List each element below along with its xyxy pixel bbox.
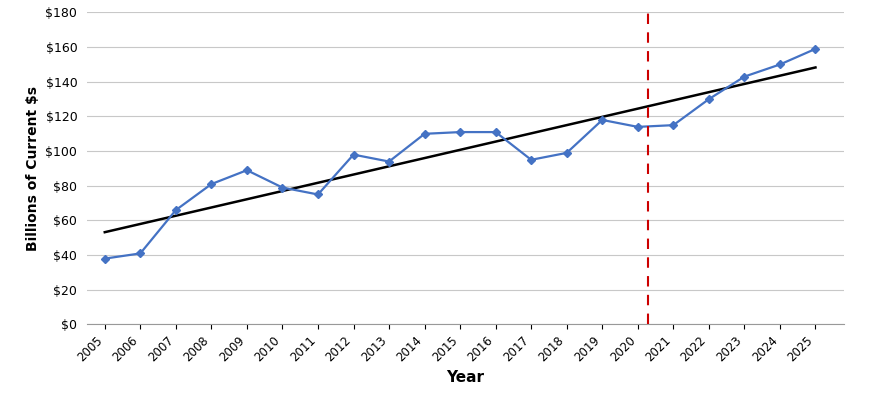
X-axis label: Year: Year [446,370,484,385]
Y-axis label: Billions of Current $s: Billions of Current $s [26,86,40,251]
